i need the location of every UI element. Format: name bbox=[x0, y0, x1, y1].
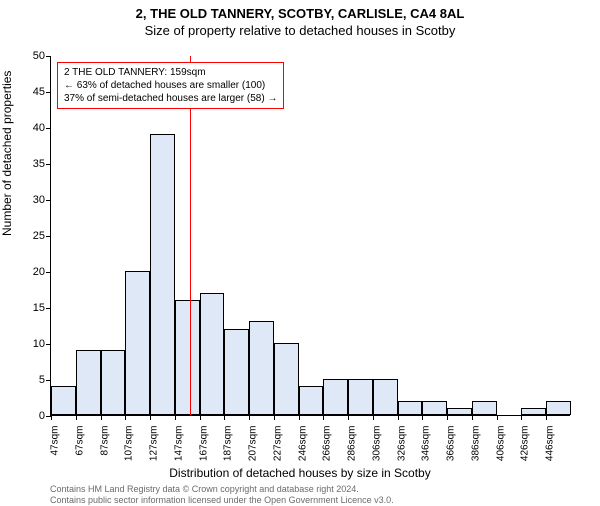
ytick-mark bbox=[46, 380, 51, 381]
xtick-mark bbox=[299, 415, 300, 420]
ytick-mark bbox=[46, 164, 51, 165]
xtick-mark bbox=[323, 415, 324, 420]
bar bbox=[546, 401, 571, 415]
bar bbox=[274, 343, 299, 415]
xtick-mark bbox=[150, 415, 151, 420]
xtick-mark bbox=[224, 415, 225, 420]
bar bbox=[51, 386, 76, 415]
footer-attribution: Contains HM Land Registry data © Crown c… bbox=[50, 484, 394, 506]
ytick-label: 15 bbox=[5, 303, 45, 313]
bars-container bbox=[51, 55, 571, 415]
ytick-label: 30 bbox=[5, 195, 45, 205]
bar bbox=[299, 386, 324, 415]
ytick-label: 0 bbox=[5, 411, 45, 421]
annotation-line2: ← 63% of detached houses are smaller (10… bbox=[64, 79, 277, 92]
bar bbox=[472, 401, 497, 415]
bar bbox=[447, 408, 472, 415]
bar bbox=[422, 401, 447, 415]
ytick-label: 5 bbox=[5, 375, 45, 385]
bar bbox=[101, 350, 126, 415]
xtick-mark bbox=[348, 415, 349, 420]
footer-line2: Contains public sector information licen… bbox=[50, 495, 394, 506]
chart-area: 2 THE OLD TANNERY: 159sqm ← 63% of detac… bbox=[50, 56, 570, 416]
xtick-mark bbox=[422, 415, 423, 420]
annotation-line1: 2 THE OLD TANNERY: 159sqm bbox=[64, 66, 277, 79]
x-axis-label: Distribution of detached houses by size … bbox=[0, 466, 600, 480]
xtick-mark bbox=[274, 415, 275, 420]
xtick-mark bbox=[125, 415, 126, 420]
ytick-mark bbox=[46, 56, 51, 57]
xtick-mark bbox=[76, 415, 77, 420]
xtick-mark bbox=[51, 415, 52, 420]
ytick-label: 50 bbox=[5, 51, 45, 61]
xtick-mark bbox=[175, 415, 176, 420]
ytick-label: 25 bbox=[5, 231, 45, 241]
xtick-mark bbox=[249, 415, 250, 420]
xtick-mark bbox=[447, 415, 448, 420]
xtick-mark bbox=[472, 415, 473, 420]
bar bbox=[76, 350, 101, 415]
ytick-label: 35 bbox=[5, 159, 45, 169]
ytick-mark bbox=[46, 236, 51, 237]
bar bbox=[249, 321, 274, 415]
annotation-box: 2 THE OLD TANNERY: 159sqm ← 63% of detac… bbox=[57, 62, 284, 109]
ytick-mark bbox=[46, 200, 51, 201]
bar bbox=[125, 271, 150, 415]
xtick-mark bbox=[497, 415, 498, 420]
bar bbox=[323, 379, 348, 415]
ytick-label: 45 bbox=[5, 87, 45, 97]
chart-title-main: 2, THE OLD TANNERY, SCOTBY, CARLISLE, CA… bbox=[0, 6, 600, 21]
ytick-mark bbox=[46, 344, 51, 345]
footer-line1: Contains HM Land Registry data © Crown c… bbox=[50, 484, 394, 495]
ytick-mark bbox=[46, 92, 51, 93]
xtick-mark bbox=[101, 415, 102, 420]
ytick-mark bbox=[46, 308, 51, 309]
bar bbox=[348, 379, 373, 415]
bar bbox=[175, 300, 200, 415]
bar bbox=[224, 329, 249, 415]
reference-line bbox=[190, 56, 191, 415]
ytick-label: 20 bbox=[5, 267, 45, 277]
ytick-mark bbox=[46, 272, 51, 273]
plot-area: 2 THE OLD TANNERY: 159sqm ← 63% of detac… bbox=[50, 56, 570, 416]
xtick-mark bbox=[373, 415, 374, 420]
bar bbox=[150, 134, 175, 415]
annotation-line3: 37% of semi-detached houses are larger (… bbox=[64, 92, 277, 105]
ytick-label: 10 bbox=[5, 339, 45, 349]
xtick-mark bbox=[546, 415, 547, 420]
ytick-label: 40 bbox=[5, 123, 45, 133]
bar bbox=[521, 408, 546, 415]
bar bbox=[373, 379, 398, 415]
bar bbox=[200, 293, 225, 415]
xtick-mark bbox=[200, 415, 201, 420]
chart-title-sub: Size of property relative to detached ho… bbox=[0, 23, 600, 38]
xtick-mark bbox=[521, 415, 522, 420]
bar bbox=[398, 401, 423, 415]
ytick-mark bbox=[46, 128, 51, 129]
xtick-mark bbox=[398, 415, 399, 420]
